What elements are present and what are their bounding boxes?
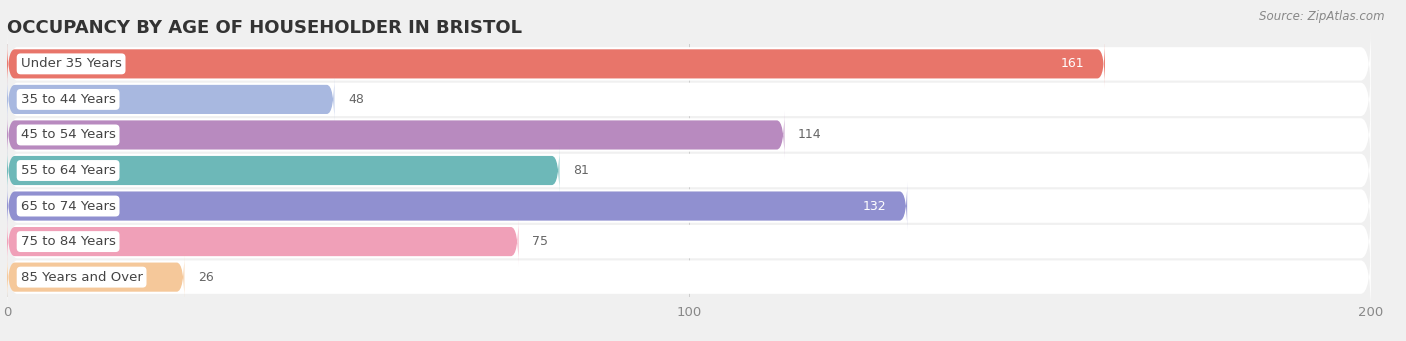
Text: 35 to 44 Years: 35 to 44 Years [21, 93, 115, 106]
Text: 75 to 84 Years: 75 to 84 Years [21, 235, 115, 248]
Text: 26: 26 [198, 271, 214, 284]
FancyBboxPatch shape [7, 28, 1371, 99]
FancyBboxPatch shape [7, 181, 907, 231]
Text: 75: 75 [531, 235, 548, 248]
Text: 114: 114 [799, 129, 821, 142]
FancyBboxPatch shape [7, 75, 335, 124]
Text: 55 to 64 Years: 55 to 64 Years [21, 164, 115, 177]
FancyBboxPatch shape [7, 170, 1371, 241]
FancyBboxPatch shape [7, 206, 1371, 277]
Text: OCCUPANCY BY AGE OF HOUSEHOLDER IN BRISTOL: OCCUPANCY BY AGE OF HOUSEHOLDER IN BRIST… [7, 19, 522, 37]
FancyBboxPatch shape [7, 64, 1371, 135]
Text: 45 to 54 Years: 45 to 54 Years [21, 129, 115, 142]
Text: 48: 48 [347, 93, 364, 106]
Text: 85 Years and Over: 85 Years and Over [21, 271, 142, 284]
Text: 65 to 74 Years: 65 to 74 Years [21, 199, 115, 212]
Text: 132: 132 [863, 199, 887, 212]
FancyBboxPatch shape [7, 146, 560, 195]
FancyBboxPatch shape [7, 100, 1371, 170]
FancyBboxPatch shape [7, 217, 519, 266]
FancyBboxPatch shape [7, 253, 184, 302]
Text: 81: 81 [574, 164, 589, 177]
Text: Source: ZipAtlas.com: Source: ZipAtlas.com [1260, 10, 1385, 23]
Text: Under 35 Years: Under 35 Years [21, 57, 121, 70]
FancyBboxPatch shape [7, 242, 1371, 313]
FancyBboxPatch shape [7, 39, 1105, 88]
FancyBboxPatch shape [7, 135, 1371, 206]
Text: 161: 161 [1060, 57, 1084, 70]
FancyBboxPatch shape [7, 110, 785, 160]
